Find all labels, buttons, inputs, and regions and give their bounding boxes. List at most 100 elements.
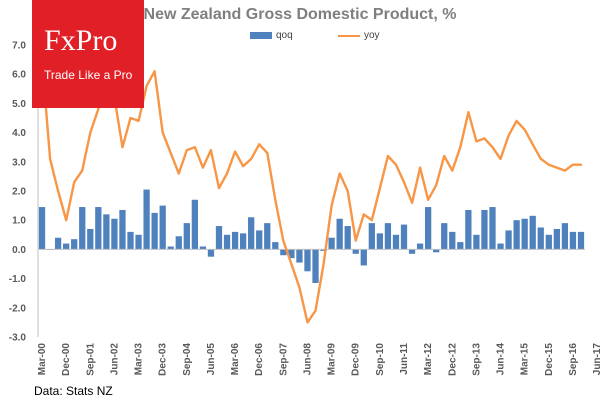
bar-qoq <box>416 243 424 250</box>
bar-qoq <box>408 249 416 254</box>
bar-qoq <box>376 233 384 250</box>
x-tick-label: Mar-12 <box>423 343 434 376</box>
x-tick-label: Sep-16 <box>568 343 579 376</box>
bar-qoq <box>207 249 215 257</box>
x-tick-label: Dec-15 <box>544 343 555 376</box>
bar-qoq <box>521 218 528 250</box>
legend-item-qoq: qoq <box>250 30 293 41</box>
bar-qoq <box>569 231 577 250</box>
bar-qoq <box>449 231 456 250</box>
x-tick-label: Mar-00 <box>37 343 48 376</box>
bar-qoq <box>545 234 552 250</box>
bar-qoq <box>199 246 207 250</box>
x-tick-label: Sep-01 <box>85 343 96 376</box>
bar-qoq <box>248 217 255 250</box>
y-tick-label: -3.0 <box>9 333 27 344</box>
x-tick-label: Jun-11 <box>399 343 410 375</box>
bar-qoq <box>151 212 158 250</box>
bar-qoq <box>336 218 343 250</box>
bar-qoq <box>159 205 166 250</box>
bar-qoq <box>223 234 231 250</box>
x-tick-label: Sep-10 <box>375 343 386 376</box>
legend-label-qoq: qoq <box>276 30 293 41</box>
bar-qoq <box>95 207 102 250</box>
chart-title: New Zealand Gross Domestic Product, % <box>143 6 457 23</box>
bar-qoq <box>561 223 569 250</box>
x-tick-label: Jun-17 <box>592 343 600 376</box>
bar-qoq <box>497 243 504 250</box>
bar-qoq <box>505 230 512 250</box>
x-tick-label: Dec-00 <box>61 343 72 376</box>
bar-qoq <box>272 242 279 250</box>
bar-qoq <box>183 223 190 250</box>
bar-qoq <box>481 209 488 250</box>
bar-qoq <box>400 224 408 250</box>
bar-qoq <box>384 223 392 250</box>
legend-swatch-qoq <box>250 32 272 39</box>
x-tick-label: Jun-08 <box>302 343 313 376</box>
bar-qoq <box>368 223 375 250</box>
y-tick-label: 3.0 <box>12 157 26 168</box>
bar-qoq <box>288 249 295 259</box>
logo-wordmark: FxPro <box>44 24 118 57</box>
bar-qoq <box>489 207 496 250</box>
bar-qoq <box>143 189 150 250</box>
bar-qoq <box>71 239 78 250</box>
bar-qoq <box>38 207 46 250</box>
legend-item-yoy: yoy <box>338 30 380 41</box>
bar-qoq <box>87 228 94 250</box>
legend-label-yoy: yoy <box>364 30 380 41</box>
bar-qoq <box>473 234 480 250</box>
bar-qoq <box>465 209 472 250</box>
x-tick-label: Sep-04 <box>182 343 193 376</box>
bar-qoq <box>135 234 142 250</box>
x-tick-label: Mar-15 <box>520 343 531 376</box>
bar-qoq <box>54 237 62 250</box>
y-tick-label: 5.0 <box>12 99 26 110</box>
x-tick-label: Jun-05 <box>206 343 217 376</box>
x-tick-label: Dec-06 <box>254 343 265 376</box>
bar-qoq <box>63 243 70 250</box>
x-tick-label: Mar-09 <box>327 343 338 376</box>
bar-qoq <box>312 249 319 283</box>
bar-qoq <box>328 237 335 250</box>
bar-qoq <box>320 249 327 251</box>
bar-qoq <box>457 242 464 250</box>
bar-qoq <box>231 231 239 250</box>
bar-qoq <box>215 226 223 250</box>
bar-qoq <box>344 226 351 250</box>
x-tick-label: Sep-13 <box>471 343 482 376</box>
x-tick-label: Jun-14 <box>496 343 507 376</box>
bar-qoq <box>441 223 448 250</box>
bar-qoq <box>392 234 400 250</box>
data-source-note: Data: Stats NZ <box>34 384 113 398</box>
x-tick-label: Jun-02 <box>109 343 120 376</box>
legend-swatch-yoy <box>338 34 360 37</box>
y-tick-label: -2.0 <box>9 303 27 314</box>
bar-qoq <box>529 215 536 250</box>
y-tick-label: 4.0 <box>12 128 26 139</box>
bar-qoq <box>256 230 263 250</box>
bar-qoq <box>280 249 287 256</box>
y-tick-label: 6.0 <box>12 70 26 81</box>
logo-tagline: Trade Like a Pro <box>44 68 133 82</box>
bar-qoq <box>537 227 544 250</box>
y-tick-label: 1.0 <box>12 216 26 227</box>
y-tick-label: -1.0 <box>9 274 27 285</box>
bar-qoq <box>304 249 311 272</box>
bar-qoq <box>264 223 271 250</box>
bar-qoq <box>553 228 560 250</box>
bar-qoq <box>360 249 367 266</box>
bar-qoq <box>79 207 86 250</box>
bar-qoq <box>119 209 126 250</box>
x-tick-label: Mar-03 <box>134 343 145 376</box>
bar-qoq <box>352 249 359 254</box>
bar-qoq <box>191 199 198 250</box>
bar-qoq <box>239 233 247 250</box>
bar-qoq <box>127 231 134 250</box>
fxpro-logo: FxPro Trade Like a Pro <box>32 0 144 108</box>
x-tick-label: Sep-07 <box>278 343 289 376</box>
bar-qoq <box>433 249 440 253</box>
x-tick-label: Dec-09 <box>351 343 362 376</box>
